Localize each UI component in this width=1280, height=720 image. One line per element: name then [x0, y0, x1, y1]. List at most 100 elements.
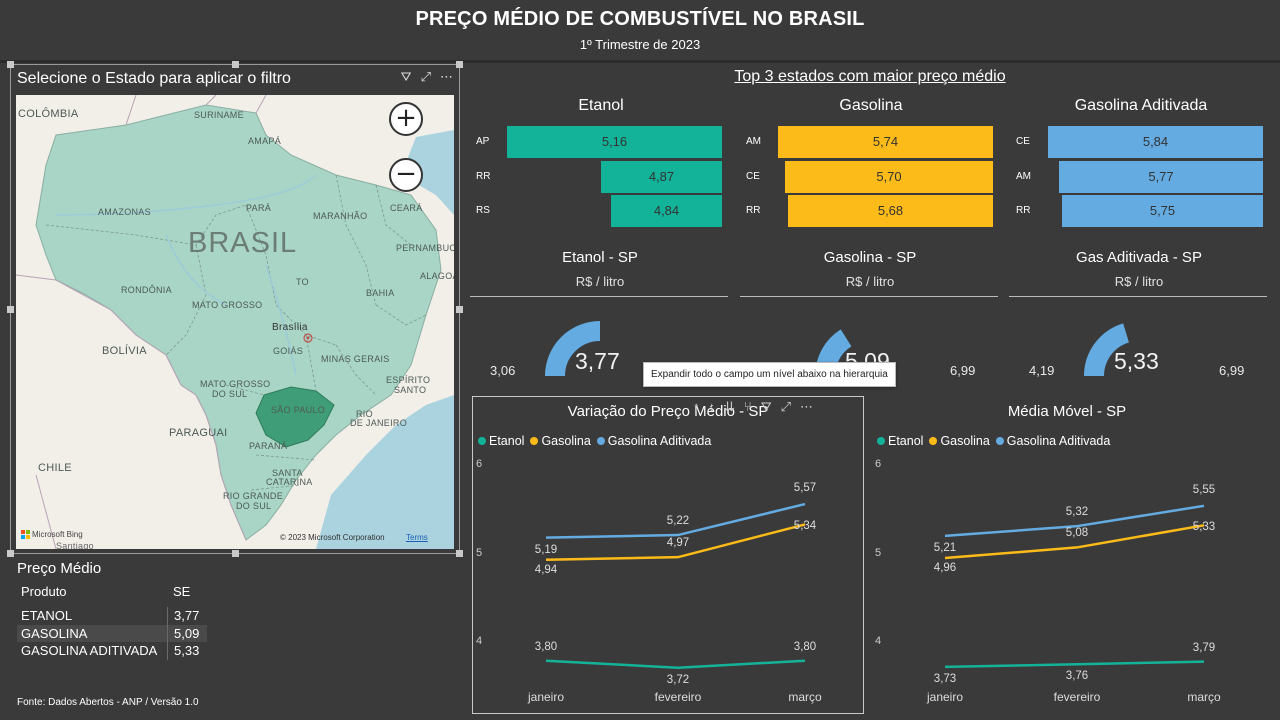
map-terms-link[interactable]: Terms	[406, 533, 428, 542]
top3-state-label: CE	[1016, 136, 1030, 147]
series-line[interactable]	[944, 524, 1205, 560]
top3-bar[interactable]: 4,84	[611, 195, 722, 227]
map-title: Selecione o Estado para aplicar o filtro	[17, 70, 291, 87]
legend-item[interactable]: Gasolina Aditivada	[596, 434, 711, 448]
source-note: Fonte: Dados Abertos - ANP / Versão 1.0	[17, 697, 199, 708]
series-line[interactable]	[545, 659, 806, 670]
gauge-max-label: 6,99	[1219, 363, 1245, 378]
x-tick-label: janeiro	[926, 690, 964, 704]
top3-bar[interactable]: 5,75	[1062, 195, 1263, 227]
map-toolbar: ⛛ ⤢ ⋯	[401, 69, 453, 85]
top3-state-label: RR	[1016, 205, 1031, 216]
data-label: 5,21	[933, 541, 957, 554]
map-label: BAHIA	[366, 288, 395, 298]
legend-dot-icon	[478, 437, 486, 445]
top3-bar[interactable]: 5,74	[778, 126, 993, 158]
expand-hierarchy-icon[interactable]: ⑂	[743, 399, 752, 414]
resize-handle[interactable]	[456, 306, 463, 313]
line-chart-plot[interactable]	[871, 410, 1263, 710]
map-label: GOIÁS	[273, 346, 304, 356]
legend-label: Gasolina	[940, 434, 990, 448]
column-header-produto[interactable]: Produto	[21, 584, 67, 599]
table-row[interactable]: ETANOL 3,77	[17, 607, 207, 625]
gauge-divider	[470, 296, 728, 297]
top3-bar[interactable]: 5,68	[788, 195, 993, 227]
gauge-chart[interactable]	[1009, 300, 1269, 380]
top3-bar[interactable]: 5,16	[507, 126, 722, 158]
legend-item[interactable]: Etanol	[478, 434, 524, 448]
top3-state-label: AM	[1016, 170, 1031, 182]
line-chart-plot[interactable]	[472, 410, 864, 710]
y-tick-label: 5	[476, 546, 483, 559]
table-title: Preço Médio	[17, 560, 102, 577]
gauge-min-label: 4,19	[1029, 363, 1055, 378]
data-label: 5,55	[1192, 483, 1216, 496]
legend-item[interactable]: Gasolina Aditivada	[995, 434, 1110, 448]
map-label: CHILE	[38, 462, 72, 474]
gauge-unit: R$ / litro	[575, 274, 625, 289]
price-table[interactable]: Produto SE ETANOL 3,77 GASOLINA 5,09 GASOLIN…	[17, 583, 207, 660]
table-cell-produto: GASOLINA ADITIVADA	[21, 643, 158, 658]
top3-state-label: AP	[476, 136, 490, 147]
top3-state-label: RS	[476, 205, 490, 216]
zoom-out-button[interactable]: −	[389, 158, 423, 192]
legend-item[interactable]: Gasolina	[929, 434, 990, 448]
resize-handle[interactable]	[232, 550, 239, 557]
map-label-country: BRASIL	[188, 227, 298, 259]
drill-down-icon[interactable]: ↓	[708, 399, 716, 414]
map-label: AMAZONAS	[98, 207, 151, 217]
y-tick-label: 6	[875, 458, 882, 470]
legend-item[interactable]: Gasolina	[530, 434, 591, 448]
gauge-min-label: 3,06	[490, 363, 516, 378]
series-line[interactable]	[944, 504, 1205, 538]
filter-icon[interactable]: ⛛	[400, 69, 412, 84]
resize-handle[interactable]	[7, 61, 14, 68]
map-label: RIO GRANDE	[223, 491, 284, 501]
map-label: PERNAMBUCO	[396, 243, 454, 253]
focus-mode-icon[interactable]: ⤢	[780, 399, 792, 414]
next-level-icon[interactable]: ⇊	[724, 399, 735, 414]
map-label: RONDÔNIA	[121, 285, 172, 295]
top3-bar[interactable]: 4,87	[601, 160, 722, 193]
more-options-icon[interactable]: ⋯	[800, 399, 814, 414]
map-label: MARANHÃO	[313, 211, 368, 221]
tooltip: Expandir todo o campo um nível abaixo na…	[643, 362, 896, 387]
chart-toolbar: ↑ ↓ ⇊ ⑂ ⛛ ⤢ ⋯	[693, 399, 813, 415]
zoom-in-button[interactable]: +	[389, 102, 423, 136]
drill-up-icon[interactable]: ↑	[693, 399, 700, 414]
data-label: 5,22	[666, 515, 690, 528]
resize-handle[interactable]	[456, 550, 463, 557]
top3-category-title: Gasolina Aditivada	[1074, 97, 1208, 114]
chart-legend: Etanol Gasolina Gasolina Aditivada	[877, 434, 1110, 448]
map-label: MATO GROSSO	[200, 379, 271, 389]
map-visual[interactable]: Selecione o Estado para aplicar o filtro…	[10, 64, 460, 554]
top3-bar[interactable]: 5,77	[1059, 160, 1263, 193]
data-label: 4,96	[933, 562, 957, 575]
top3-bar[interactable]: 5,70	[785, 160, 993, 193]
resize-handle[interactable]	[232, 61, 239, 68]
top3-state-label: RR	[746, 205, 761, 216]
gauge-title: Gasolina - SP	[823, 249, 917, 266]
map-label: DO SUL	[212, 389, 248, 399]
map-label: PARANÁ	[249, 441, 288, 451]
focus-mode-icon[interactable]: ⤢	[420, 69, 431, 84]
data-label: 5,32	[1065, 506, 1089, 519]
resize-handle[interactable]	[7, 306, 14, 313]
filter-icon[interactable]: ⛛	[760, 399, 772, 414]
chart1-selection-frame[interactable]	[472, 396, 864, 714]
legend-item[interactable]: Etanol	[877, 434, 923, 448]
resize-handle[interactable]	[456, 61, 463, 68]
series-line[interactable]	[545, 523, 806, 562]
map-canvas[interactable]: COLÔMBIA SURINAME AMAPÁ AMAZONAS PARÁ MA…	[16, 95, 454, 549]
table-row[interactable]: GASOLINA 5,09	[17, 624, 207, 642]
top3-bar[interactable]: 5,84	[1048, 126, 1263, 158]
series-line[interactable]	[944, 660, 1205, 669]
table-cell-produto: ETANOL	[21, 608, 73, 623]
more-options-icon[interactable]: ⋯	[440, 69, 453, 84]
table-row[interactable]: GASOLINA ADITIVADA 5,33	[17, 642, 207, 660]
series-line[interactable]	[545, 502, 806, 539]
data-label: 3,76	[1065, 670, 1089, 683]
column-header-se[interactable]: SE	[173, 584, 191, 599]
resize-handle[interactable]	[7, 550, 14, 557]
gauge-chart[interactable]	[470, 300, 730, 380]
